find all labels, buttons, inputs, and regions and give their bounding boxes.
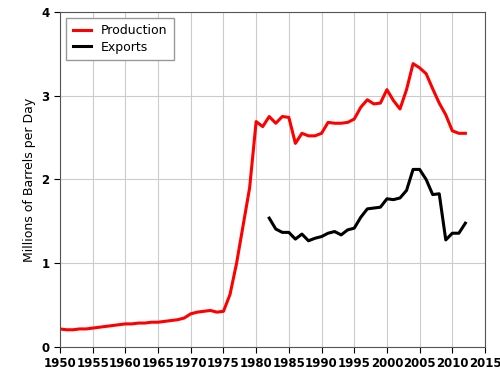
Legend: Production, Exports: Production, Exports	[66, 18, 174, 60]
Exports	[430, 192, 436, 197]
Exports	[384, 196, 390, 201]
Exports	[344, 227, 350, 232]
Exports	[443, 238, 449, 242]
Production	[410, 61, 416, 66]
Production	[462, 131, 468, 135]
Exports	[338, 233, 344, 237]
Exports	[416, 167, 422, 172]
Exports	[358, 215, 364, 220]
Production	[174, 317, 180, 322]
Exports	[292, 237, 298, 241]
Exports	[351, 226, 357, 230]
Exports	[318, 234, 324, 239]
Exports	[436, 191, 442, 196]
Exports	[450, 231, 456, 235]
Exports	[390, 197, 396, 202]
Production	[344, 120, 350, 125]
Production	[57, 327, 63, 331]
Exports	[325, 231, 331, 235]
Exports	[312, 236, 318, 240]
Production	[253, 119, 259, 124]
Exports	[423, 177, 429, 182]
Line: Production: Production	[60, 64, 466, 330]
Exports	[397, 196, 403, 200]
Production	[456, 131, 462, 135]
Exports	[280, 230, 285, 235]
Exports	[462, 221, 468, 225]
Exports	[456, 231, 462, 235]
Exports	[299, 232, 305, 236]
Line: Exports: Exports	[269, 169, 466, 241]
Exports	[410, 167, 416, 172]
Exports	[273, 227, 279, 231]
Exports	[404, 188, 409, 193]
Exports	[306, 239, 312, 243]
Y-axis label: Millions of Barrels per Day: Millions of Barrels per Day	[23, 97, 36, 262]
Exports	[332, 229, 338, 234]
Production	[266, 114, 272, 119]
Production	[188, 312, 194, 316]
Exports	[286, 230, 292, 235]
Production	[64, 327, 70, 332]
Exports	[364, 207, 370, 211]
Exports	[371, 206, 377, 210]
Exports	[266, 216, 272, 220]
Exports	[378, 205, 384, 210]
